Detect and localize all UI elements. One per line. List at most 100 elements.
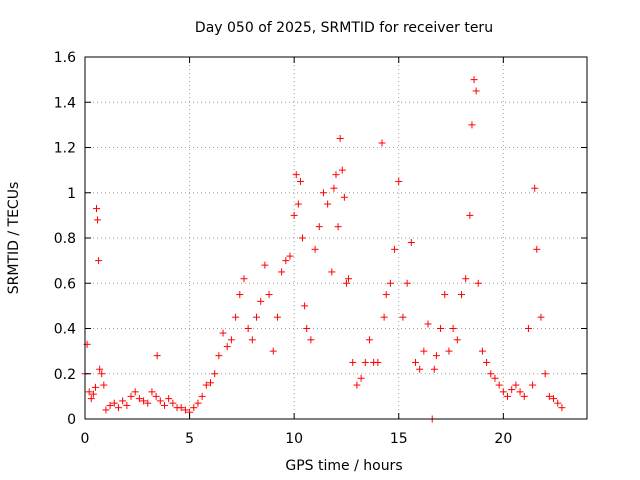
data-point [244, 325, 252, 332]
data-point [240, 275, 248, 283]
data-point [495, 381, 503, 389]
data-point [144, 399, 152, 407]
data-point [269, 347, 277, 355]
data-point [380, 313, 388, 321]
data-point [374, 358, 382, 366]
x-tick-label: 10 [285, 431, 303, 447]
grid-lines [84, 56, 587, 420]
x-axis-label: GPS time / hours [285, 458, 402, 474]
data-point [294, 200, 302, 208]
data-point [365, 336, 373, 344]
data-point [432, 352, 440, 360]
data-point [357, 374, 365, 382]
data-point [386, 279, 394, 287]
data-point [219, 329, 227, 337]
data-point [328, 268, 336, 276]
data-point [96, 365, 104, 373]
axis-ticks: 0 0.2 0.4 0.6 0.8 1 1.2 1.4 1.6 0 5 10 15 20 [54, 50, 587, 447]
data-point [403, 279, 411, 287]
data-point [273, 313, 281, 321]
data-point [207, 379, 214, 387]
data-point [324, 200, 332, 208]
data-point [181, 406, 189, 414]
data-point [169, 399, 177, 407]
data-point [330, 184, 338, 192]
data-point [545, 392, 553, 400]
data-point [416, 365, 424, 373]
data-point [202, 381, 210, 389]
data-point [160, 401, 168, 409]
data-point [445, 347, 453, 355]
data-point [361, 358, 369, 366]
data-point [311, 245, 319, 253]
y-tick-label: 1.6 [54, 50, 76, 66]
data-point [301, 302, 309, 310]
data-point [232, 313, 240, 321]
data-point [520, 392, 528, 400]
data-point [353, 381, 361, 389]
data-point [466, 211, 474, 219]
data-point [468, 121, 476, 129]
data-point [338, 166, 346, 174]
y-tick-label: 0.4 [54, 322, 76, 338]
data-point [378, 139, 386, 147]
data-point [135, 395, 143, 403]
data-point [472, 87, 480, 95]
data-point [299, 234, 307, 242]
data-point [102, 406, 110, 414]
data-point [349, 358, 357, 366]
data-point [148, 388, 156, 396]
data-point [382, 291, 390, 299]
data-point [470, 76, 478, 84]
data-point [541, 370, 549, 378]
data-point [458, 291, 465, 299]
data-point [89, 390, 97, 398]
data-point [430, 365, 438, 373]
data-point [152, 392, 160, 400]
data-point [303, 325, 311, 332]
data-point [508, 386, 516, 394]
data-point [332, 171, 340, 179]
data-point [278, 268, 286, 276]
data-point [156, 397, 164, 405]
data-point [424, 320, 432, 328]
data-point [345, 275, 353, 283]
data-point [127, 392, 135, 400]
data-point [198, 392, 206, 400]
x-tick-label: 0 [81, 431, 90, 447]
data-point [537, 313, 545, 321]
data-point [87, 395, 95, 403]
data-point [483, 358, 491, 366]
data-point [114, 404, 122, 412]
data-point [194, 399, 202, 407]
chart-title: Day 050 of 2025, SRMTID for receiver ter… [195, 20, 493, 36]
data-point [248, 336, 256, 344]
data-point [395, 177, 403, 185]
data-point [165, 395, 173, 403]
y-tick-label: 0.6 [54, 276, 76, 292]
data-point [462, 275, 470, 283]
data-point [131, 388, 139, 396]
data-point [407, 239, 415, 247]
y-axis-label: SRMTID / TECUs [6, 182, 22, 295]
data-point [340, 193, 348, 201]
data-point [342, 279, 350, 287]
data-point [286, 252, 294, 260]
data-point [550, 395, 558, 403]
data-point [499, 388, 507, 396]
data-point [253, 313, 261, 321]
data-point [140, 397, 148, 405]
data-point [85, 388, 93, 396]
data-points [81, 76, 566, 423]
data-point [190, 404, 198, 412]
data-point [177, 404, 185, 412]
y-tick-label: 0.2 [54, 367, 76, 383]
data-point [265, 291, 273, 299]
data-point [531, 184, 539, 192]
x-tick-label: 5 [185, 431, 194, 447]
data-point [334, 223, 342, 231]
data-point [512, 381, 520, 389]
y-tick-label: 1.4 [54, 95, 76, 111]
data-point [223, 343, 231, 351]
